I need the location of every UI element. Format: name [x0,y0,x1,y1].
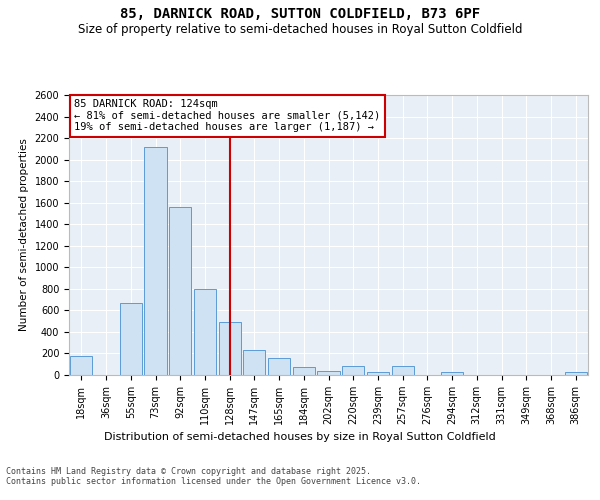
Bar [367,372,389,375]
Bar [70,356,92,375]
Text: Contains HM Land Registry data © Crown copyright and database right 2025.: Contains HM Land Registry data © Crown c… [6,468,371,476]
Bar [342,366,364,375]
Bar [392,366,414,375]
Text: 85 DARNICK ROAD: 124sqm
← 81% of semi-detached houses are smaller (5,142)
19% of: 85 DARNICK ROAD: 124sqm ← 81% of semi-de… [74,99,380,132]
Bar [317,370,340,375]
Y-axis label: Number of semi-detached properties: Number of semi-detached properties [19,138,29,332]
Text: Size of property relative to semi-detached houses in Royal Sutton Coldfield: Size of property relative to semi-detach… [78,22,522,36]
Bar [441,372,463,375]
Bar [145,146,167,375]
Bar [194,289,216,375]
Text: Distribution of semi-detached houses by size in Royal Sutton Coldfield: Distribution of semi-detached houses by … [104,432,496,442]
Bar [119,303,142,375]
Text: 85, DARNICK ROAD, SUTTON COLDFIELD, B73 6PF: 85, DARNICK ROAD, SUTTON COLDFIELD, B73 … [120,8,480,22]
Bar [293,368,315,375]
Bar [268,358,290,375]
Bar [169,207,191,375]
Bar [218,322,241,375]
Bar [565,372,587,375]
Text: Contains public sector information licensed under the Open Government Licence v3: Contains public sector information licen… [6,478,421,486]
Bar [243,350,265,375]
